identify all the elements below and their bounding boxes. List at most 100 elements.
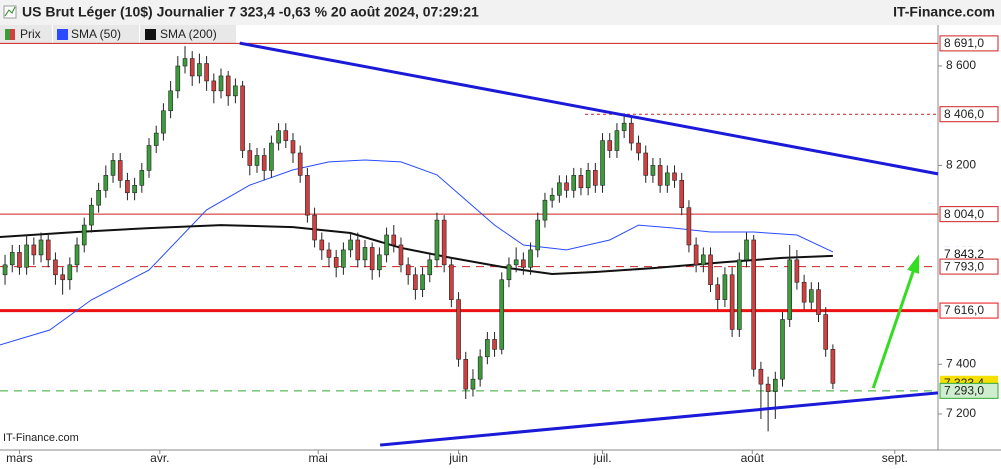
candle-body	[211, 80, 217, 92]
candle-body	[809, 289, 814, 303]
candle-body	[319, 239, 325, 251]
candle-body	[729, 274, 735, 330]
candle-body	[830, 349, 836, 384]
candle-body	[557, 182, 562, 196]
candle-body	[233, 85, 238, 97]
candle-body	[657, 165, 663, 186]
header-icon	[3, 5, 17, 19]
candle-body	[794, 259, 800, 283]
candle-body	[254, 155, 260, 166]
candle-body	[341, 249, 346, 268]
candle-body	[427, 259, 433, 276]
candle-body	[420, 274, 425, 290]
candle-body	[312, 214, 317, 241]
legend-item	[53, 25, 139, 44]
candle-body	[240, 85, 245, 151]
candle-body	[708, 254, 713, 286]
candle-body	[614, 130, 620, 151]
candle-body	[38, 239, 44, 256]
candle-body	[377, 254, 382, 271]
candle-body	[470, 378, 476, 390]
candle-body	[571, 175, 577, 191]
header-bar	[0, 0, 1001, 25]
candle-body	[297, 152, 303, 176]
candle-body	[780, 319, 785, 380]
candle-body	[204, 63, 209, 82]
candle-body	[801, 281, 807, 303]
candle-body	[773, 378, 778, 392]
candle-body	[636, 142, 641, 154]
candle-body	[463, 358, 469, 390]
chart-title: US Brut Léger (10$) Journalier 7 323,4 -…	[22, 4, 479, 20]
candle-body	[607, 140, 613, 151]
legend-swatch	[145, 29, 156, 40]
candle-body	[362, 247, 368, 261]
candle-body	[189, 58, 195, 77]
candle-body	[521, 259, 526, 268]
candle-body	[139, 170, 145, 186]
level-label: 8 406,0	[944, 107, 984, 121]
level-label-box	[939, 258, 999, 275]
x-tick-label: mai	[309, 451, 328, 465]
candle-body	[765, 383, 771, 392]
candle-body	[125, 180, 130, 194]
candle-body	[787, 259, 793, 320]
candle-body	[542, 199, 548, 221]
level-label: 7 293,0	[944, 384, 984, 398]
level-label-box	[939, 302, 999, 319]
candle-body	[276, 130, 281, 144]
y-tick-label: 8 600	[946, 58, 976, 72]
legend-item	[140, 25, 236, 44]
candle-body	[506, 264, 512, 281]
candle-body	[74, 244, 80, 266]
x-tick-label: sept.	[882, 451, 908, 465]
candle-body	[269, 142, 274, 171]
candle-body	[247, 150, 253, 166]
candle-body	[53, 259, 58, 276]
legend-swatch	[5, 29, 10, 40]
candle-body	[348, 239, 353, 251]
candle-body	[283, 130, 289, 141]
candle-body	[441, 219, 447, 266]
candle-body	[665, 172, 670, 186]
level-label-box	[939, 35, 999, 52]
legend-swatch	[10, 29, 15, 40]
candle-body	[290, 140, 296, 154]
candle-body	[686, 207, 692, 246]
candle-body	[333, 257, 339, 268]
candle-body	[737, 259, 742, 330]
level-label-box	[939, 106, 999, 123]
candle-body	[261, 155, 267, 171]
candle-body	[2, 264, 8, 276]
candle-body	[45, 239, 51, 261]
y-tick-label: 8 200	[946, 158, 976, 172]
candle-body	[513, 259, 519, 266]
candle-body	[477, 356, 483, 380]
watermark: IT-Finance.com	[3, 432, 79, 444]
legend: Prix SMA (50) SMA (200)	[0, 25, 236, 44]
candle-body	[391, 234, 397, 246]
legend-label: SMA (50)	[71, 27, 121, 41]
candle-body	[823, 314, 828, 350]
level-label-box	[939, 382, 999, 399]
brand: IT-Finance.com	[893, 4, 995, 20]
level-label: 7 843,2	[944, 247, 984, 261]
candle-body	[175, 65, 181, 92]
candle-body	[413, 274, 418, 290]
candle-body	[535, 219, 541, 251]
candle-body	[110, 160, 116, 176]
candle-body	[456, 299, 461, 360]
candle-body	[549, 194, 555, 201]
candle-body	[17, 252, 22, 268]
candle-body	[161, 110, 166, 134]
candle-body	[679, 180, 685, 208]
candle-body	[578, 175, 584, 189]
candle-body	[305, 175, 310, 216]
candle-body	[650, 165, 656, 176]
candle-body	[24, 244, 29, 268]
candle-body	[672, 172, 677, 181]
candle-body	[67, 264, 73, 281]
candle-body	[398, 244, 404, 266]
candle-body	[492, 339, 497, 350]
